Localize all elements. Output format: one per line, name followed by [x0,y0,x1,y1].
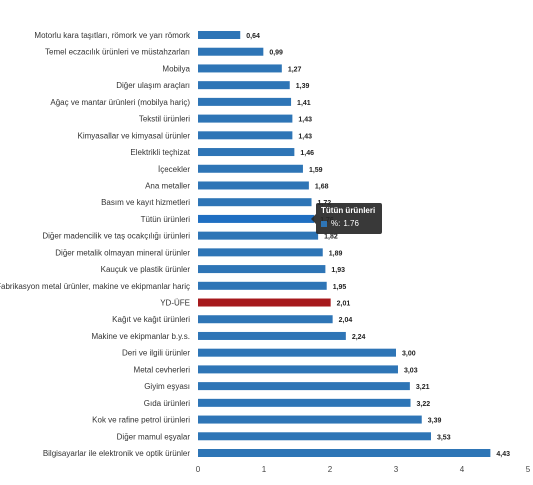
category-label: Kauçuk ve plastik ürünler [101,265,191,274]
category-label: Bilgisayarlar ile elektronik ve optik ür… [43,449,191,458]
value-label: 2,01 [337,301,351,308]
category-label: Metal cevherleri [134,365,191,374]
bar[interactable] [198,81,290,90]
x-tick-label: 2 [328,465,333,474]
category-label: Temel eczacılık ürünleri ve müstahzarlar… [45,48,190,57]
bar[interactable] [198,164,303,173]
bar[interactable] [198,148,295,157]
bar[interactable] [198,214,315,223]
tooltip-series-label: %: [331,219,341,228]
category-label: Diğer metalik olmayan mineral ürünler [55,248,190,257]
value-label: 1,59 [309,167,323,174]
bar[interactable] [198,64,282,73]
category-label: Tekstil ürünleri [139,115,190,124]
bar[interactable] [198,47,264,56]
bar[interactable] [198,131,293,140]
category-label: Diğer mamul eşyalar [117,432,191,441]
category-label: Diğer madencilik ve taş ocakçılığı ürünl… [42,232,190,241]
category-label: Kok ve rafine petrol ürünleri [92,416,190,425]
value-label: 3,22 [417,401,431,408]
value-label: 3,03 [404,367,418,374]
bar[interactable] [198,97,292,106]
value-label: 1,46 [300,150,314,157]
chart-tooltip: Tütün ürünleri %: 1.76 [311,203,382,234]
x-tick-label: 0 [196,465,201,474]
x-tick-label: 3 [394,465,399,474]
category-label: Ana metaller [145,181,190,190]
value-label: 1,27 [288,66,302,73]
value-label: 1,43 [298,133,312,140]
tooltip-title: Tütün ürünleri [321,206,376,215]
value-label: 3,21 [416,384,430,391]
category-label: Deri ve ilgili ürünler [122,349,190,358]
bar[interactable] [198,281,327,290]
bar[interactable] [198,31,241,39]
bar[interactable] [198,198,312,207]
value-label: 4,43 [496,451,510,458]
value-label: 3,39 [428,418,442,425]
category-label: İçecekler [158,165,190,174]
category-label: Giyim eşyası [144,382,190,391]
value-label: 1,89 [329,250,343,257]
tooltip-swatch [321,220,327,227]
category-label: Makine ve ekipmanlar b.y.s. [91,332,190,341]
value-label: 3,00 [402,351,416,358]
value-label: 1,39 [296,83,310,90]
category-label: Kimyasallar ve kimyasal ürünler [78,131,191,140]
value-label: 2,04 [339,317,353,324]
category-label: Motorlu kara taşıtları, römork ve yarı r… [34,31,191,40]
value-label: 1,95 [333,284,347,291]
bar[interactable] [198,449,491,457]
value-label: 3,53 [437,434,451,441]
category-label: Gıda ürünleri [144,399,190,408]
value-label: 1,82 [324,234,338,241]
value-label: 1,41 [297,100,311,107]
bar[interactable] [198,382,410,391]
bar-highlight[interactable] [198,298,331,307]
category-label: Ağaç ve mantar ürünleri (mobilya hariç) [50,98,190,107]
bar[interactable] [198,114,293,123]
category-label: Diğer ulaşım araçları [116,81,190,90]
category-label: Kağıt ve kağıt ürünleri [112,315,190,324]
value-label: 2,24 [352,334,366,341]
bar[interactable] [198,365,398,374]
bar[interactable] [198,315,333,324]
category-label: Mobilya [162,64,190,73]
category-label: Elektrikli teçhizat [130,148,190,157]
bar[interactable] [198,415,422,424]
x-tick-label: 5 [526,465,531,474]
tooltip-value: 1.76 [343,219,359,228]
bar[interactable] [198,331,346,340]
bar[interactable] [198,248,323,257]
category-label: YD-ÜFE [160,299,190,308]
tooltip-row: %: 1.76 [321,219,377,228]
category-label: Fabrikasyon metal ürünler, makine ve eki… [0,282,190,291]
value-label: 0,64 [246,33,260,40]
x-tick-label: 1 [262,465,267,474]
bar[interactable] [198,265,326,274]
value-label: 1,43 [298,117,312,124]
value-label: 1,68 [315,183,329,190]
category-label: Tütün ürünleri [141,215,191,224]
bar[interactable] [198,181,309,190]
value-label: 0,99 [269,50,283,57]
bar[interactable] [198,348,396,357]
x-tick-label: 4 [460,465,465,474]
bar[interactable] [198,432,431,441]
value-label: 1,93 [331,267,345,274]
bar[interactable] [198,231,319,240]
bar[interactable] [198,398,411,407]
category-label: Basım ve kayıt hizmetleri [101,198,190,207]
